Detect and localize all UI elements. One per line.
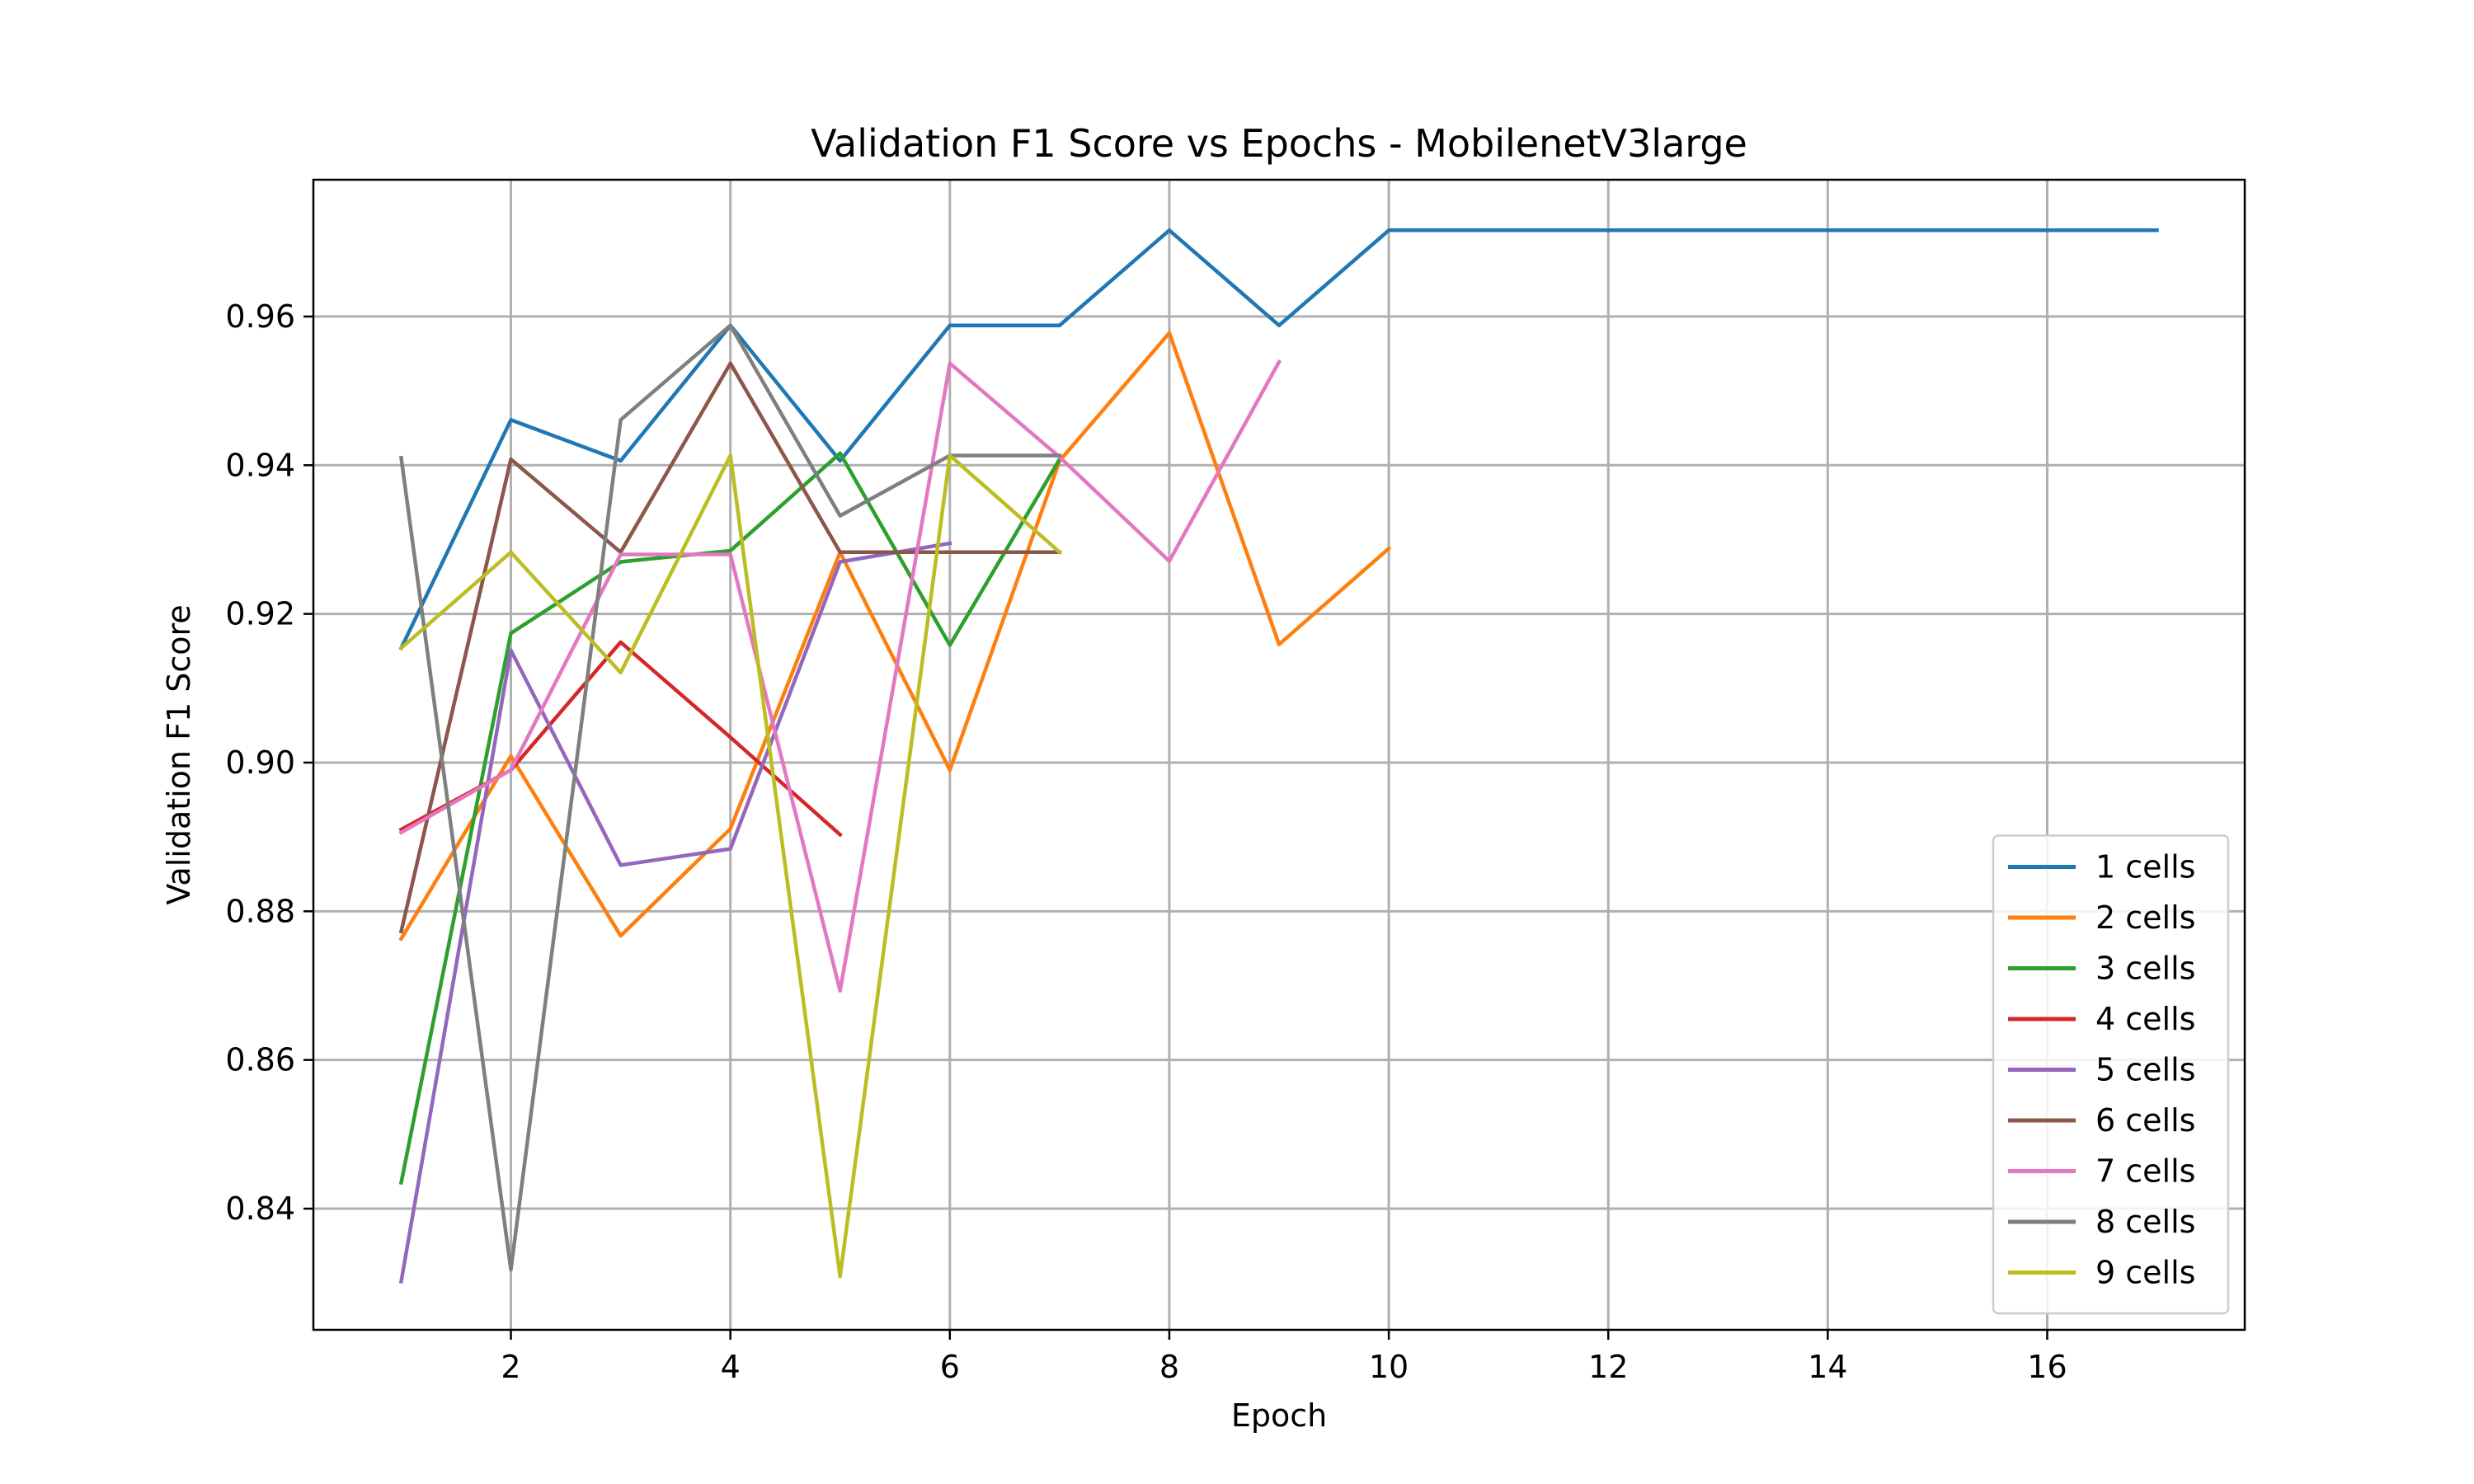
legend: 1 cells 2 cells 3 cells 4 cells 5 cells 6 cel…: [1992, 834, 2230, 1315]
series-line-5: [398, 541, 952, 1284]
legend-label: 1 cells: [2095, 849, 2195, 885]
x-tick-label: 4: [721, 1349, 741, 1385]
x-tick-label: 6: [940, 1349, 960, 1385]
legend-label: 5 cells: [2095, 1052, 2195, 1088]
x-tick-label: 10: [1369, 1349, 1409, 1385]
x-tick-label: 14: [1808, 1349, 1847, 1385]
legend-label: 3 cells: [2095, 951, 2195, 987]
series-line-9: [398, 453, 1063, 1279]
y-tick-label: 0.94: [225, 447, 295, 483]
y-tick-label: 0.90: [225, 744, 295, 781]
series-line-7: [398, 359, 1282, 993]
axis-ticks: 2 4 6 8 10 12 14 16 0.84 0.86 0.88 0.90 0.92 0.94 0.96: [225, 298, 2067, 1385]
x-tick-label: 16: [2027, 1349, 2067, 1385]
plot-frame: [312, 178, 2246, 1331]
x-tick-label: 2: [501, 1349, 520, 1385]
y-tick-label: 0.84: [225, 1190, 295, 1227]
legend-box: [1992, 834, 2230, 1315]
x-tick-label: 12: [1588, 1349, 1628, 1385]
chart-title: Validation F1 Score vs Epochs - Mobilene…: [811, 121, 1747, 166]
y-tick-label: 0.88: [225, 893, 295, 929]
series-lines: [398, 228, 2159, 1284]
series-line-1: [398, 228, 2159, 651]
y-tick-label: 0.86: [225, 1042, 295, 1078]
y-tick-label: 0.92: [225, 596, 295, 632]
y-axis-label: Validation F1 Score: [161, 604, 197, 904]
y-tick-label: 0.96: [225, 298, 295, 335]
legend-label: 8 cells: [2095, 1204, 2195, 1240]
series-line-3: [398, 451, 1062, 1186]
series-line-6: [398, 361, 1062, 934]
x-tick-label: 8: [1159, 1349, 1179, 1385]
legend-label: 2 cells: [2095, 899, 2195, 936]
legend-label: 4 cells: [2095, 1001, 2195, 1037]
legend-label: 9 cells: [2095, 1255, 2195, 1291]
legend-label: 6 cells: [2095, 1102, 2195, 1139]
x-axis-label: Epoch: [1231, 1397, 1327, 1434]
legend-label: 7 cells: [2095, 1153, 2195, 1190]
